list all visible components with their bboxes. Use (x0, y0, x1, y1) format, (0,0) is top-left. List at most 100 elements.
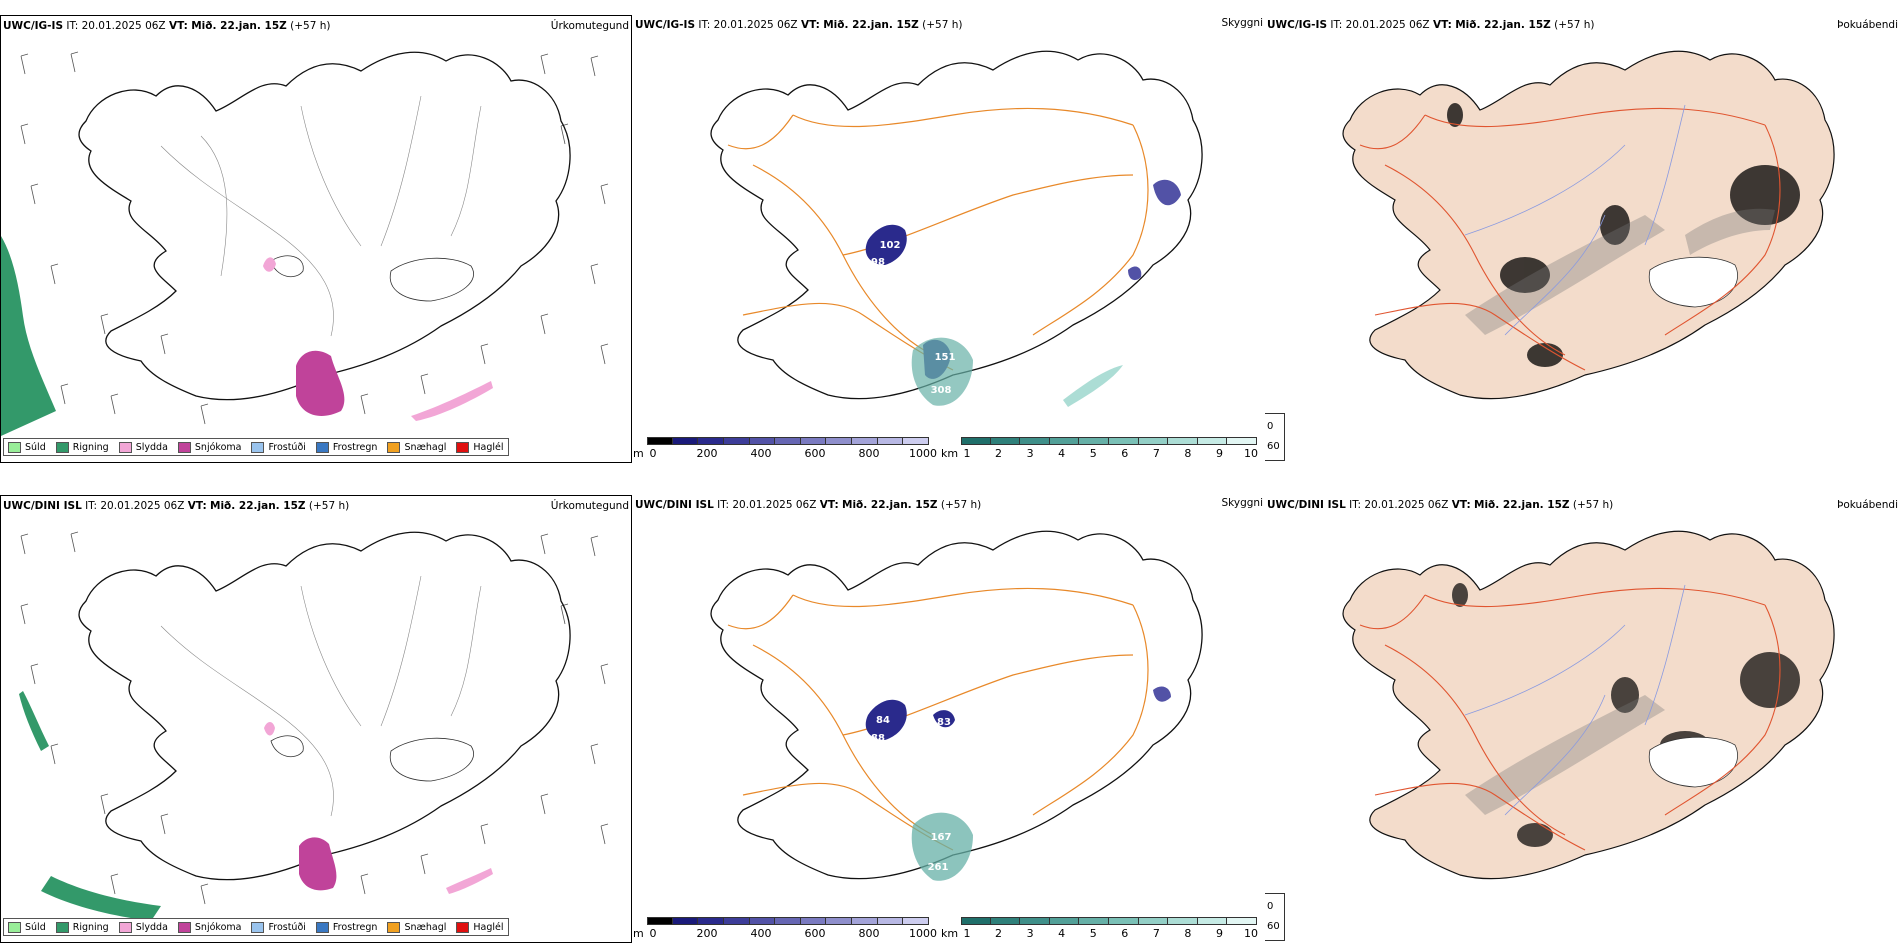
colorbar-tick-label: 4 (1058, 447, 1066, 460)
legend-label: Frostúði (268, 921, 306, 933)
run-header: UWC/DINI ISL IT: 20.01.2025 06Z VT: Mið.… (635, 499, 982, 511)
legend-label: Frostúði (268, 441, 306, 453)
colorbar-segment (990, 437, 1021, 445)
legend-swatch (177, 921, 191, 933)
colorbar-tick-label: 1000 (909, 447, 937, 460)
colorbar-tick-label: 9 (1215, 447, 1223, 460)
colorbar-tick-label: 600 (804, 447, 826, 460)
legend-swatch (118, 921, 132, 933)
panel-title: Skyggni (1221, 17, 1264, 29)
colorbar-segment (723, 437, 750, 445)
precip-type-map (1, 51, 609, 436)
precip-legend-item: Frostúði (251, 441, 306, 453)
colorbar-segment (1138, 437, 1169, 445)
colorbar-segment (749, 917, 776, 925)
colorbar-tick-label: 3 (1026, 927, 1034, 940)
colorbar-segment (672, 437, 699, 445)
wind-barbs (20, 51, 609, 425)
legend-label: Súld (25, 921, 46, 933)
legend-label: 0 (1267, 900, 1274, 912)
colorbar-segment (1109, 917, 1139, 925)
cloud-base-colorbar: m 0 200 400 600 800 1000 (633, 437, 937, 463)
legend-label: Frostregn (332, 921, 378, 933)
precip-legend-item: Slydda (118, 921, 168, 933)
colorbar-segment (1079, 437, 1109, 445)
visibility-panel-bottom: 84 88 83 167 261 UWC/DINI ISL IT: 20.01.… (633, 495, 1265, 943)
legend-label: 0 (1267, 420, 1274, 432)
colorbar-segment (647, 917, 673, 925)
colorbar-segment (1049, 437, 1080, 445)
precip-legend-item: Haglél (456, 441, 504, 453)
colorbar-tick-label: 1 (963, 447, 971, 460)
legend-swatch (55, 441, 69, 453)
precip-type-panel-bottom: UWC/DINI ISL IT: 20.01.2025 06Z VT: Mið.… (0, 495, 632, 943)
ceiling-value-label: 261 (928, 862, 949, 873)
colorbar-segment (1197, 437, 1228, 445)
precip-legend-item: Súld (8, 921, 46, 933)
colorbar-tick-label: 7 (1152, 447, 1160, 460)
colorbar-tick-label: 800 (858, 927, 880, 940)
ceiling-value-label: 151 (935, 352, 956, 363)
panel-title: Skyggni (1221, 497, 1264, 509)
colorbar-segment (672, 917, 699, 925)
precip-legend-item: Rigning (55, 921, 109, 933)
colorbar-tick-label: 200 (696, 447, 718, 460)
colorbar-tick-label: 400 (750, 927, 772, 940)
colorbar-unit: km (941, 927, 959, 940)
legend-label: 60 (1267, 440, 1280, 452)
ceiling-value-label: 88 (871, 733, 885, 744)
colorbar-segment (800, 917, 827, 925)
ceiling-value-label: 167 (931, 832, 952, 843)
fog-panel-bottom: UWC/DINI ISL IT: 20.01.2025 06Z VT: Mið.… (1265, 495, 1900, 943)
colorbar-unit: m (633, 447, 644, 460)
ceiling-value-label: 308 (931, 385, 952, 396)
colorbar-tick-label: 0 (649, 927, 657, 940)
precip-legend-item: Frostúði (251, 921, 306, 933)
colorbar-tick-label: 10 (1244, 927, 1258, 940)
fog-index-legend: 0 60 (1265, 413, 1285, 461)
colorbar-tick-label: 6 (1121, 927, 1129, 940)
colorbar-segment (1079, 917, 1109, 925)
legend-label: Snæhagl (404, 921, 447, 933)
colorbar-tick-label: 10 (1244, 447, 1258, 460)
colorbar-tick-label: 3 (1026, 447, 1034, 460)
legend-label: Snjókoma (194, 441, 242, 453)
colorbar-segment (698, 917, 724, 925)
colorbar-segment (723, 917, 750, 925)
colorbar-segment (647, 437, 673, 445)
legend-label: Slydda (135, 441, 168, 453)
colorbar-outline (961, 917, 1257, 925)
legend-swatch (456, 441, 470, 453)
ceiling-value-label: 83 (937, 717, 951, 728)
ceiling-value-label: 98 (871, 257, 885, 268)
colorbar-segment (852, 437, 878, 445)
legend-label: Slydda (135, 921, 168, 933)
colorbar-tick-label: 2 (995, 447, 1003, 460)
colorbar-tick-label: 4 (1058, 927, 1066, 940)
colorbar-tick-label: 600 (804, 927, 826, 940)
fog-index-legend: 0 60 (1265, 893, 1285, 941)
legend-swatch (55, 921, 69, 933)
run-header: UWC/IG-IS IT: 20.01.2025 06Z VT: Mið. 22… (635, 19, 963, 31)
legend-label: Haglél (473, 921, 504, 933)
run-header: UWC/DINI ISL IT: 20.01.2025 06Z VT: Mið.… (3, 500, 350, 512)
colorbar-segment (1109, 437, 1139, 445)
legend-label: Rigning (72, 441, 109, 453)
colorbar-segment (877, 437, 904, 445)
colorbar-tick-label: 400 (750, 447, 772, 460)
colorbar-segment (961, 437, 991, 445)
legend-swatch (387, 921, 401, 933)
legend-swatch (8, 921, 21, 933)
precip-legend-item: Snjókoma (177, 441, 242, 453)
colorbar-segment (1168, 917, 1198, 925)
visibility-panel-top: 102 98 151 308 UWC/IG-IS IT: 20.01.2025 … (633, 15, 1265, 463)
colorbar-tick-label: 2 (995, 927, 1003, 940)
precip-legend-item: Súld (8, 441, 46, 453)
legend-label: Snæhagl (404, 441, 447, 453)
ceiling-value-label: 102 (880, 240, 901, 251)
colorbar-tick-label: 0 (649, 447, 657, 460)
colorbar-tick-label: 200 (696, 927, 718, 940)
fog-legend-item: 60 (1265, 919, 1280, 933)
legend-swatch (315, 441, 329, 453)
fog-legend-item: 0 (1265, 419, 1273, 433)
